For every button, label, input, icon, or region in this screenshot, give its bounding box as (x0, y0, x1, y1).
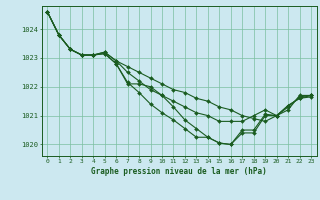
X-axis label: Graphe pression niveau de la mer (hPa): Graphe pression niveau de la mer (hPa) (91, 167, 267, 176)
